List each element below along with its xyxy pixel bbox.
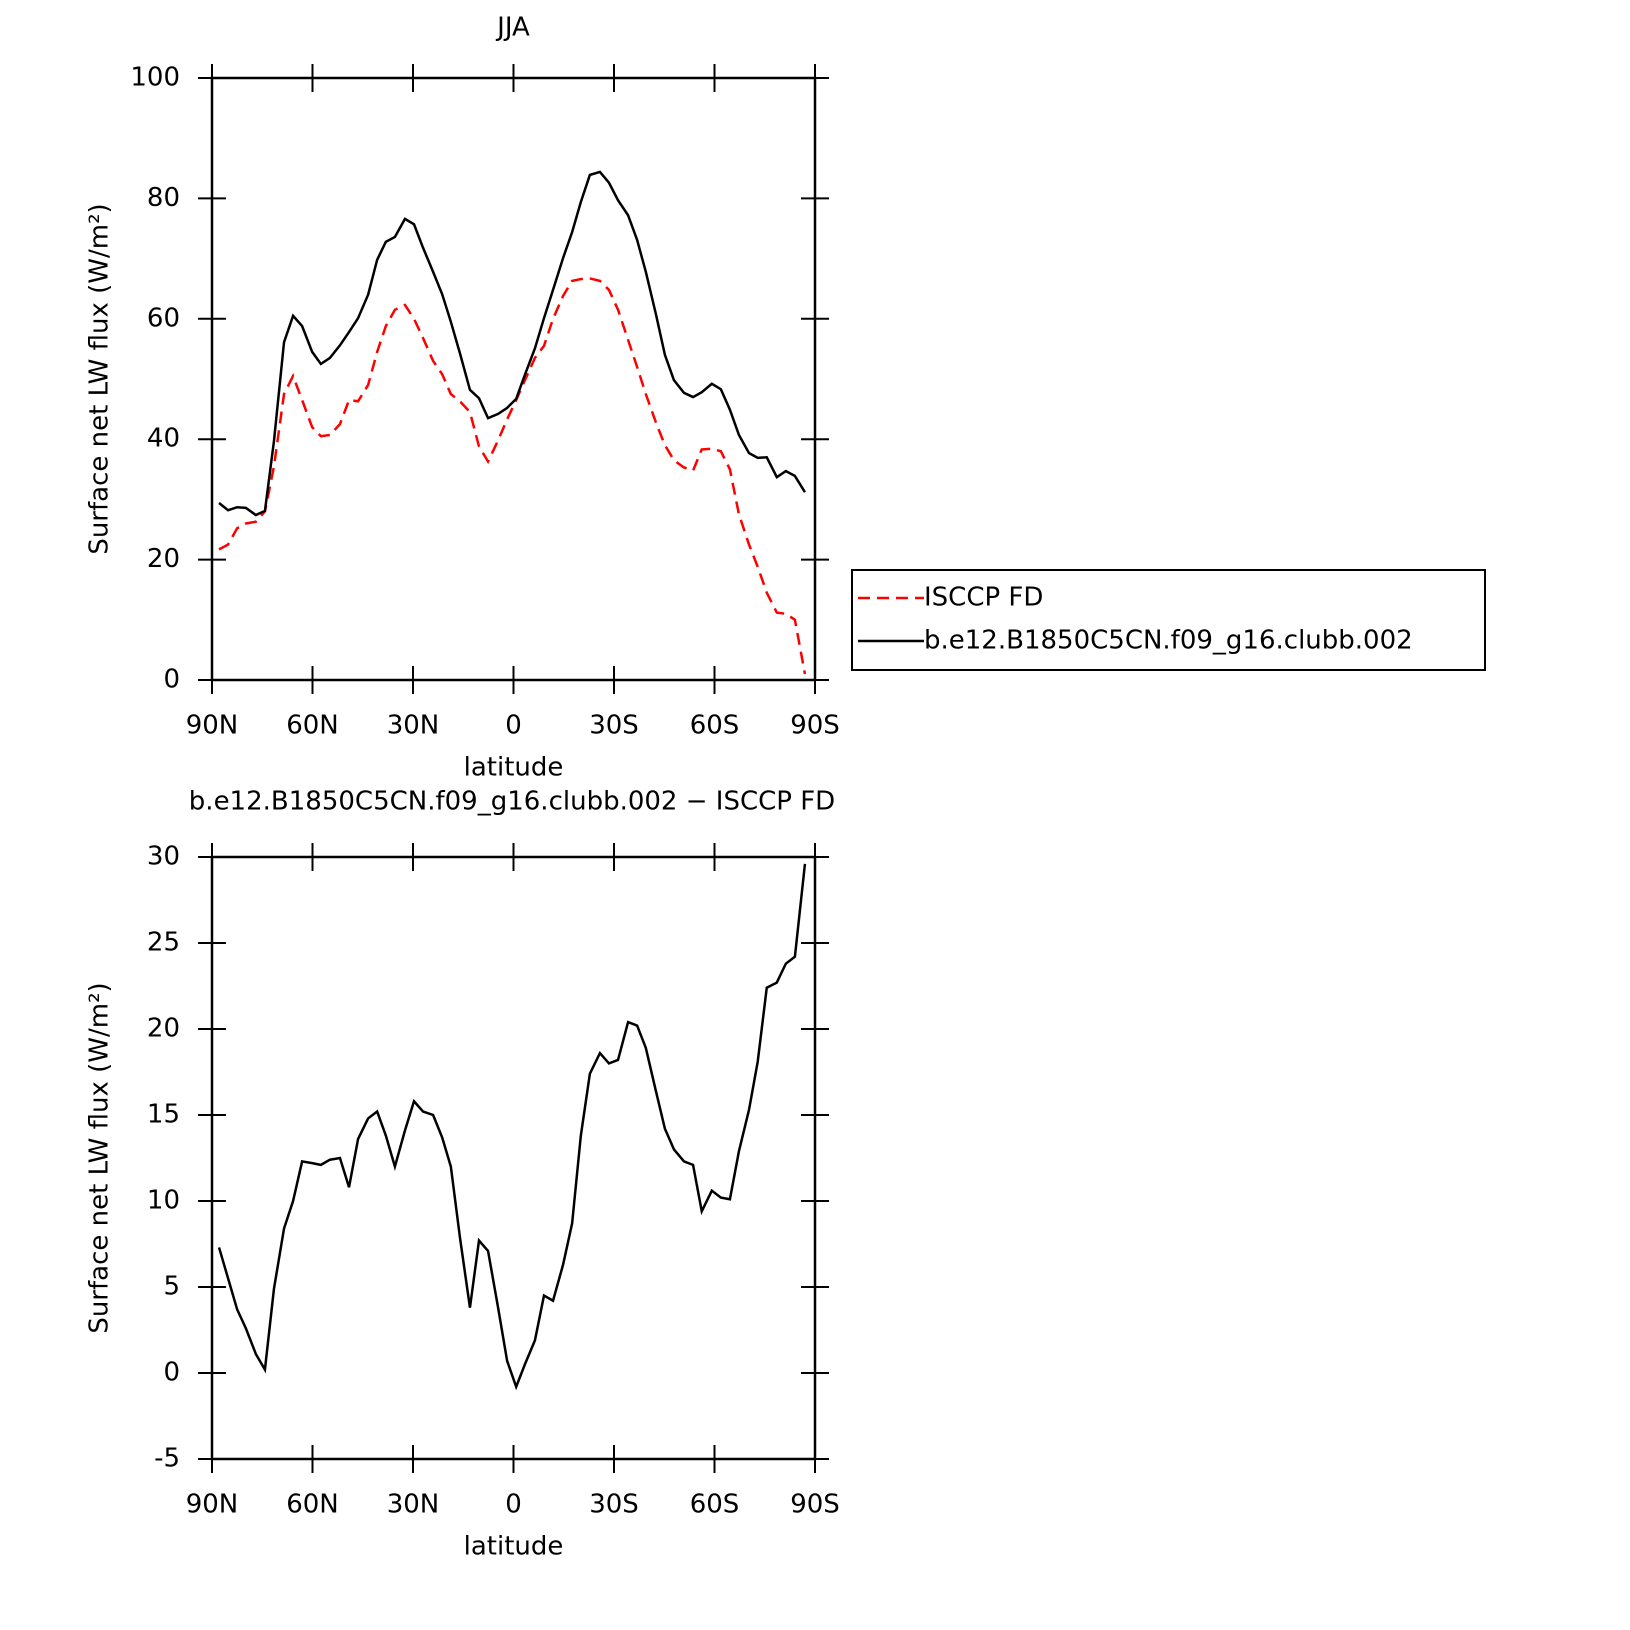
y-tick-label: 20 <box>147 1014 180 1044</box>
x-tick-label: 0 <box>505 711 522 741</box>
legend-label: b.e12.B1850C5CN.f09_g16.clubb.002 <box>924 626 1413 656</box>
x-tick-label: 60N <box>286 711 339 741</box>
legend-label: ISCCP FD <box>924 583 1043 613</box>
x-axis-label: latitude <box>464 1532 564 1562</box>
x-tick-label: 90S <box>790 711 840 741</box>
y-tick-label: 0 <box>163 1358 180 1388</box>
y-tick-label: 60 <box>147 303 180 333</box>
x-tick-label: 90N <box>186 711 239 741</box>
chart-title: JJA <box>495 13 530 43</box>
plot-frame <box>210 76 817 682</box>
data-line <box>218 170 807 517</box>
x-tick-label: 30S <box>589 711 639 741</box>
y-tick-label: 10 <box>147 1186 180 1216</box>
x-tick-label: 0 <box>505 1490 522 1520</box>
y-tick-label: 25 <box>147 928 180 958</box>
legend-box <box>851 569 1486 671</box>
y-tick-label: 0 <box>163 665 180 695</box>
plot-frame <box>210 855 817 1461</box>
y-axis-label: Surface net LW flux (W/m²) <box>85 982 115 1333</box>
x-tick-label: 30S <box>589 1490 639 1520</box>
y-tick-label: 20 <box>147 544 180 574</box>
x-tick-label: 90S <box>790 1490 840 1520</box>
data-line <box>217 863 807 1391</box>
y-tick-label: 40 <box>147 424 180 454</box>
y-tick-label: -5 <box>154 1444 180 1474</box>
y-tick-label: 15 <box>147 1100 180 1130</box>
y-tick-label: 100 <box>130 63 180 93</box>
x-tick-label: 30N <box>387 1490 440 1520</box>
y-axis-label: Surface net LW flux (W/m²) <box>85 203 115 554</box>
y-tick-label: 30 <box>147 842 180 872</box>
data-line <box>218 277 807 675</box>
x-tick-label: 60S <box>690 711 740 741</box>
y-tick-label: 5 <box>163 1272 180 1302</box>
x-tick-label: 90N <box>186 1490 239 1520</box>
chart-title: b.e12.B1850C5CN.f09_g16.clubb.002 − ISCC… <box>189 787 835 817</box>
y-tick-label: 80 <box>147 183 180 213</box>
x-tick-label: 60S <box>690 1490 740 1520</box>
x-tick-label: 60N <box>286 1490 339 1520</box>
x-axis-label: latitude <box>464 753 564 783</box>
x-tick-label: 30N <box>387 711 440 741</box>
